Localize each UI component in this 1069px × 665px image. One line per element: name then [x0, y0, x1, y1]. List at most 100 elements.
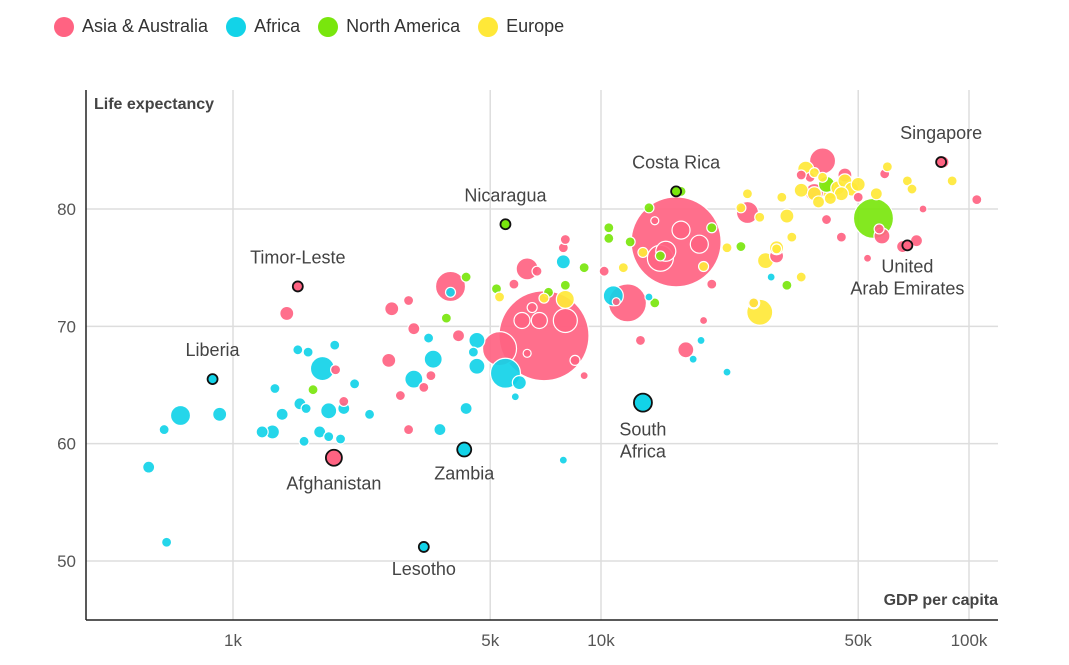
data-bubble: [275, 407, 289, 421]
data-bubble: [468, 357, 486, 375]
data-bubble: [329, 364, 342, 376]
annotation-label: South: [619, 420, 666, 440]
annotation-label: Nicaragua: [464, 185, 547, 205]
data-bubble: [292, 344, 304, 356]
bubbles: [142, 147, 983, 553]
legend-item: North America: [318, 16, 460, 37]
data-bubble: [781, 279, 793, 291]
data-bubble: [598, 265, 610, 277]
data-bubble: [650, 216, 660, 226]
data-bubble: [779, 208, 795, 224]
data-bubble: [869, 187, 883, 201]
data-bubble: [735, 240, 747, 253]
data-bubble: [637, 246, 649, 259]
data-bubble: [698, 315, 709, 326]
data-bubble: [142, 460, 156, 474]
highlight-marker: [456, 441, 473, 458]
highlight-marker: [417, 541, 430, 553]
data-bubble: [511, 375, 527, 391]
data-bubble: [508, 278, 520, 290]
data-bubble: [748, 297, 760, 309]
legend-item: Africa: [226, 16, 300, 37]
data-bubble: [323, 431, 335, 443]
legend: Asia & Australia Africa North America Europ…: [54, 16, 564, 37]
data-bubble: [603, 222, 615, 234]
data-bubble: [689, 234, 709, 254]
highlight-marker: [935, 156, 948, 168]
grid-lines: [86, 90, 998, 620]
legend-label: Europe: [506, 16, 565, 36]
data-bubble: [811, 195, 826, 209]
data-bubble: [526, 301, 538, 314]
data-bubble: [677, 341, 695, 359]
highlight-marker: [670, 185, 683, 198]
annotation-label: Timor-Leste: [250, 247, 345, 267]
data-bubble: [493, 291, 506, 303]
data-bubble: [422, 332, 435, 344]
annotation-label: Lesotho: [392, 559, 456, 579]
data-bubble: [522, 348, 532, 358]
data-bubble: [808, 167, 820, 179]
data-bubble: [298, 435, 310, 447]
data-bubble: [334, 433, 347, 445]
highlight-marker: [633, 392, 653, 413]
data-bubble: [307, 384, 319, 396]
data-bubble: [786, 231, 798, 243]
data-bubble: [823, 191, 837, 206]
data-bubble: [394, 389, 406, 402]
y-tick-label: 70: [57, 317, 76, 336]
data-bubble: [766, 272, 776, 282]
data-bubble: [721, 242, 733, 254]
highlight-marker: [901, 239, 914, 252]
data-bubble: [279, 305, 295, 322]
data-bubble: [433, 422, 447, 437]
highlight-marker: [291, 280, 304, 293]
data-bubble: [338, 395, 350, 408]
data-bubble: [467, 346, 479, 358]
y-axis-title: Life expectancy: [94, 96, 214, 113]
x-tick-label: 50k: [845, 631, 873, 650]
data-bubble: [901, 175, 913, 187]
annotation-label: Afghanistan: [286, 474, 381, 494]
data-bubble: [643, 202, 655, 214]
data-bubble: [384, 301, 400, 317]
data-bubble: [440, 312, 452, 324]
data-bubble: [820, 213, 833, 226]
data-bubble: [559, 279, 571, 291]
highlight-marker: [206, 373, 219, 386]
data-bubble: [795, 169, 807, 181]
data-bubble: [434, 270, 467, 303]
legend-item: Europe: [478, 16, 564, 37]
x-tick-label: 5k: [481, 631, 499, 650]
data-bubble: [617, 262, 629, 274]
data-bubble: [835, 231, 847, 243]
data-bubble: [569, 354, 581, 366]
data-bubble: [706, 222, 718, 234]
data-bubble: [402, 294, 415, 307]
data-bubble: [850, 176, 866, 192]
data-bubble: [418, 381, 430, 393]
data-bubble: [971, 194, 983, 206]
x-tick-label: 10k: [587, 631, 615, 650]
data-bubble: [169, 404, 192, 427]
data-bubble: [363, 408, 376, 420]
annotations: Singapore Costa Rica Nicaragua Timor-Leste L…: [186, 123, 983, 579]
legend-label: Asia & Australia: [82, 16, 209, 36]
data-bubble: [654, 250, 666, 262]
data-bubble: [918, 204, 928, 214]
data-bubble: [530, 311, 548, 330]
data-bubble: [348, 378, 361, 390]
data-bubble: [407, 322, 421, 336]
data-bubble: [624, 236, 636, 248]
data-bubble: [706, 278, 718, 290]
data-bubble: [852, 191, 864, 203]
annotation-label: United: [881, 256, 933, 276]
data-bubble: [697, 260, 710, 273]
data-bubble: [423, 349, 443, 369]
data-bubble: [158, 423, 170, 436]
data-bubble: [741, 188, 754, 200]
data-bubble: [552, 307, 578, 334]
data-bubble: [555, 289, 575, 309]
annotation-label: Liberia: [186, 340, 241, 360]
tick-labels: 50 60 70 80 1k 5k 10k 50k 100k: [57, 200, 988, 650]
